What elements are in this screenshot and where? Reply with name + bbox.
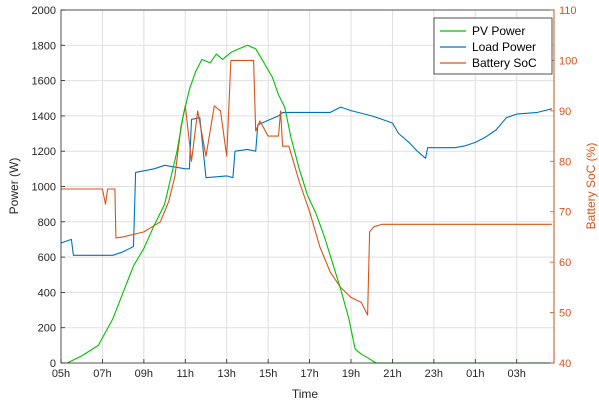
right-axis-title: Battery SoC (%) bbox=[584, 143, 598, 230]
y-left-tick-label: 1400 bbox=[32, 111, 56, 123]
x-tick-label: 23h bbox=[425, 368, 443, 380]
y-left-tick-label: 200 bbox=[38, 323, 56, 335]
y-left-tick-label: 400 bbox=[38, 287, 56, 299]
y-right-tick-label: 40 bbox=[559, 358, 571, 370]
x-tick-label: 01h bbox=[466, 368, 484, 380]
left-axis: 0 200 400 600 800 1000 1200 1400 1600 1800 2000 bbox=[32, 5, 65, 370]
legend-label-pv: PV Power bbox=[472, 24, 525, 38]
y-left-tick-label: 1000 bbox=[32, 182, 56, 194]
y-left-tick-label: 800 bbox=[38, 217, 56, 229]
y-right-tick-label: 60 bbox=[559, 257, 571, 269]
left-axis-title: Power (W) bbox=[7, 158, 21, 215]
x-tick-label: 19h bbox=[342, 368, 360, 380]
y-right-tick-label: 70 bbox=[559, 207, 571, 219]
y-left-tick-label: 600 bbox=[38, 252, 56, 264]
y-left-tick-label: 1600 bbox=[32, 76, 56, 88]
x-tick-label: 21h bbox=[383, 368, 401, 380]
y-left-tick-label: 0 bbox=[50, 358, 56, 370]
series-line-battery-soc bbox=[61, 59, 552, 316]
x-tick-label: 13h bbox=[218, 368, 236, 380]
y-right-tick-label: 110 bbox=[559, 5, 577, 17]
y-left-tick-label: 1200 bbox=[32, 146, 56, 158]
y-right-tick-label: 100 bbox=[559, 55, 577, 67]
legend-label-soc: Battery SoC bbox=[472, 56, 537, 70]
series-line-load-power bbox=[60, 106, 553, 256]
x-tick-label: 15h bbox=[259, 368, 277, 380]
y-right-tick-label: 90 bbox=[559, 106, 571, 118]
y-left-tick-label: 1800 bbox=[32, 40, 56, 52]
series-layer bbox=[60, 44, 554, 364]
right-axis: 40 50 60 70 80 90 100 110 bbox=[550, 5, 577, 370]
x-tick-label: 03h bbox=[508, 368, 526, 380]
x-tick-label: 11h bbox=[177, 368, 195, 380]
x-tick-label: 05h bbox=[52, 368, 70, 380]
x-tick-label: 17h bbox=[300, 368, 318, 380]
x-axis-title: Time bbox=[292, 387, 319, 401]
y-right-tick-label: 80 bbox=[559, 156, 571, 168]
x-tick-label: 09h bbox=[135, 368, 153, 380]
x-tick-label: 07h bbox=[93, 368, 111, 380]
legend-box bbox=[433, 17, 553, 75]
series-line-pv-power bbox=[66, 44, 554, 364]
legend: PV Power Load Power Battery SoC bbox=[433, 17, 553, 75]
x-axis: 05h 07h 09h 11h 13h 15h 17h 19h 21h 23h 01h 03h bbox=[52, 359, 526, 380]
y-right-tick-label: 50 bbox=[559, 308, 571, 320]
legend-label-load: Load Power bbox=[472, 40, 536, 54]
y-left-tick-label: 2000 bbox=[32, 5, 56, 17]
